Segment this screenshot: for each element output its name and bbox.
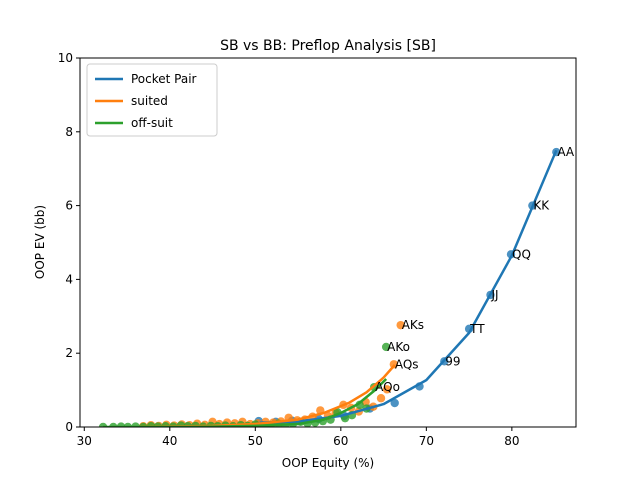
point-off-suit-0	[381, 342, 391, 352]
x-tick-label-30: 30	[77, 434, 92, 448]
point-pocket-pair-7	[390, 398, 399, 408]
y-tick-label-4: 4	[65, 272, 73, 286]
legend-label-pocket-pair: Pocket Pair	[131, 72, 197, 86]
legend-box	[86, 63, 218, 137]
legend-label-off-suit: off-suit	[131, 116, 173, 130]
axes: 30 40 50 60 70 80 0 2 4 6 8 10	[58, 51, 577, 448]
hand-label-aa: AA	[557, 145, 575, 159]
fit-line-pocket-pair	[259, 149, 558, 424]
x-tick-label-70: 70	[419, 434, 434, 448]
x-tick-label-40: 40	[162, 434, 177, 448]
y-tick-label-6: 6	[65, 199, 73, 213]
chart-title: SB vs BB: Preflop Analysis [SB]	[220, 38, 436, 54]
hand-label-qq: QQ	[512, 247, 531, 261]
y-tick-label-2: 2	[65, 346, 73, 360]
legend: Pocket Pair suited off-suit	[86, 63, 218, 137]
hand-label-kk: KK	[533, 199, 550, 213]
point-off-suit-3	[355, 400, 364, 410]
point-suited-0	[396, 320, 405, 330]
hand-label-aqo: AQo	[375, 380, 400, 394]
point-suited-3	[376, 394, 386, 403]
x-tick-label-80: 80	[504, 434, 519, 448]
point-suited-2	[382, 385, 392, 394]
plot-area: AA KK QQ JJ TT 99 AKs AQs AKo AQo	[98, 145, 575, 427]
hand-label-tt: TT	[469, 322, 485, 336]
hand-label-99: 99	[445, 354, 460, 368]
hand-label-jj: JJ	[490, 288, 498, 302]
x-axis-label: OOP Equity (%)	[282, 456, 374, 470]
y-tick-label-8: 8	[65, 125, 73, 139]
hand-label-ako: AKo	[387, 340, 410, 354]
x-tick-label-50: 50	[248, 434, 263, 448]
x-tick-label-60: 60	[333, 434, 348, 448]
y-tick-label-10: 10	[58, 51, 73, 65]
legend-label-suited: suited	[131, 94, 168, 108]
y-axis-label: OOP EV (bb)	[33, 205, 47, 279]
axes-frame	[79, 57, 577, 428]
hand-label-aqs: AQs	[395, 357, 419, 371]
hand-label-aks: AKs	[402, 318, 424, 332]
y-tick-label-0: 0	[65, 420, 73, 434]
